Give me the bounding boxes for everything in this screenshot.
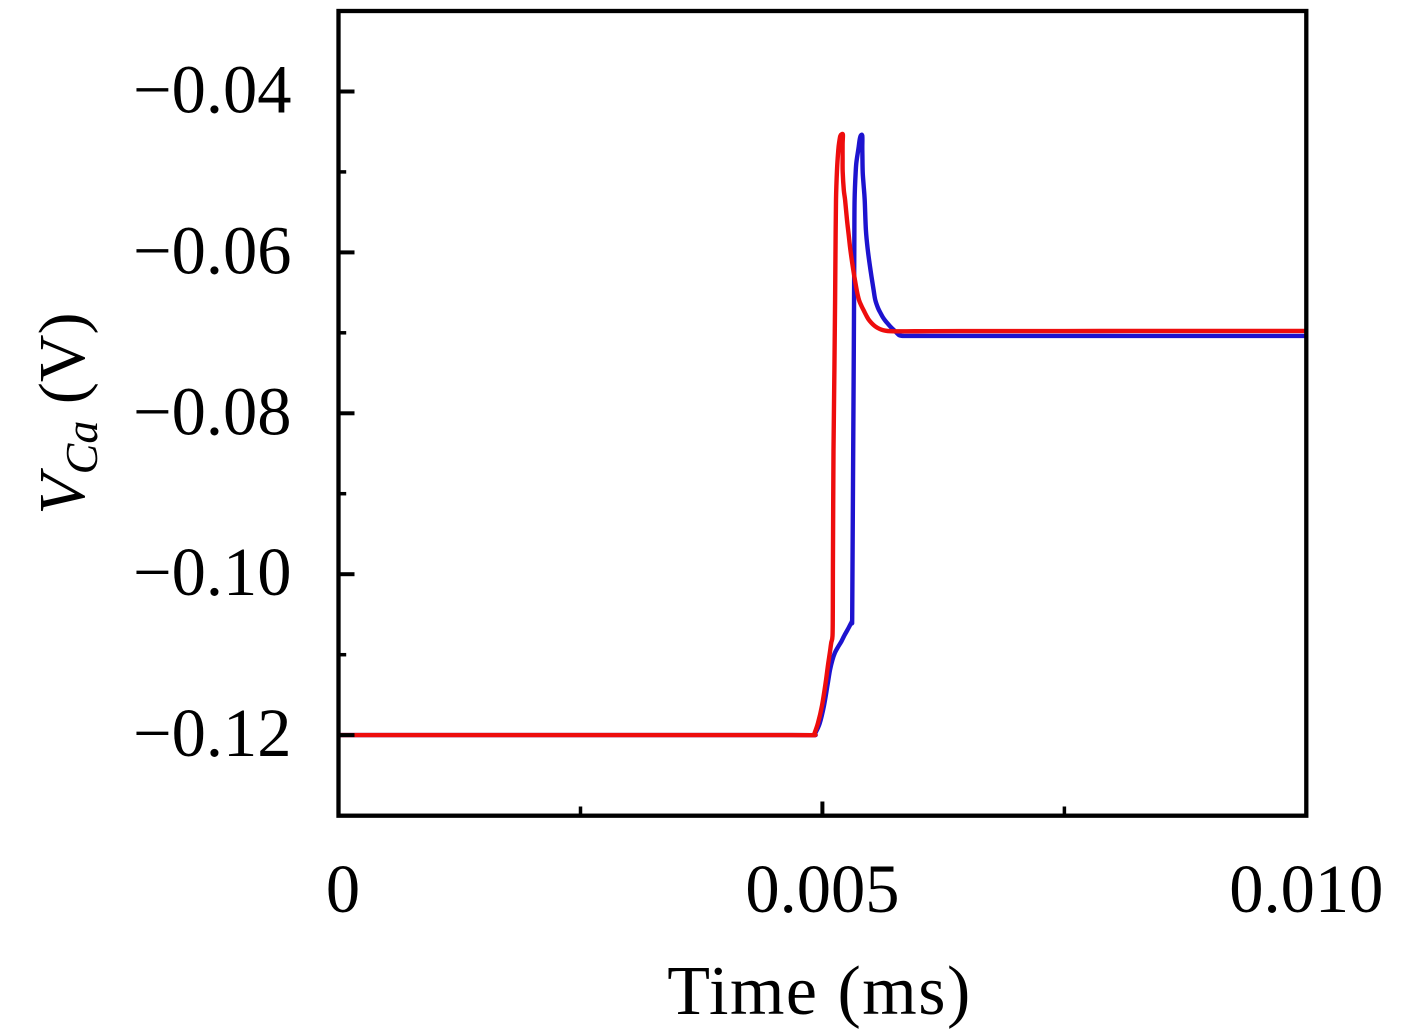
- svg-text:−0.04: −0.04: [133, 52, 292, 128]
- svg-text:−0.08: −0.08: [133, 373, 292, 449]
- svg-text:0.010: 0.010: [1229, 851, 1383, 927]
- svg-text:−0.10: −0.10: [133, 534, 292, 610]
- svg-text:0: 0: [326, 851, 360, 927]
- svg-text:0.005: 0.005: [745, 851, 899, 927]
- svg-text:VCa (V): VCa (V): [26, 313, 107, 515]
- svg-text:Time (ms): Time (ms): [667, 953, 972, 1030]
- svg-text:−0.06: −0.06: [133, 212, 292, 288]
- svg-text:−0.12: −0.12: [133, 695, 292, 771]
